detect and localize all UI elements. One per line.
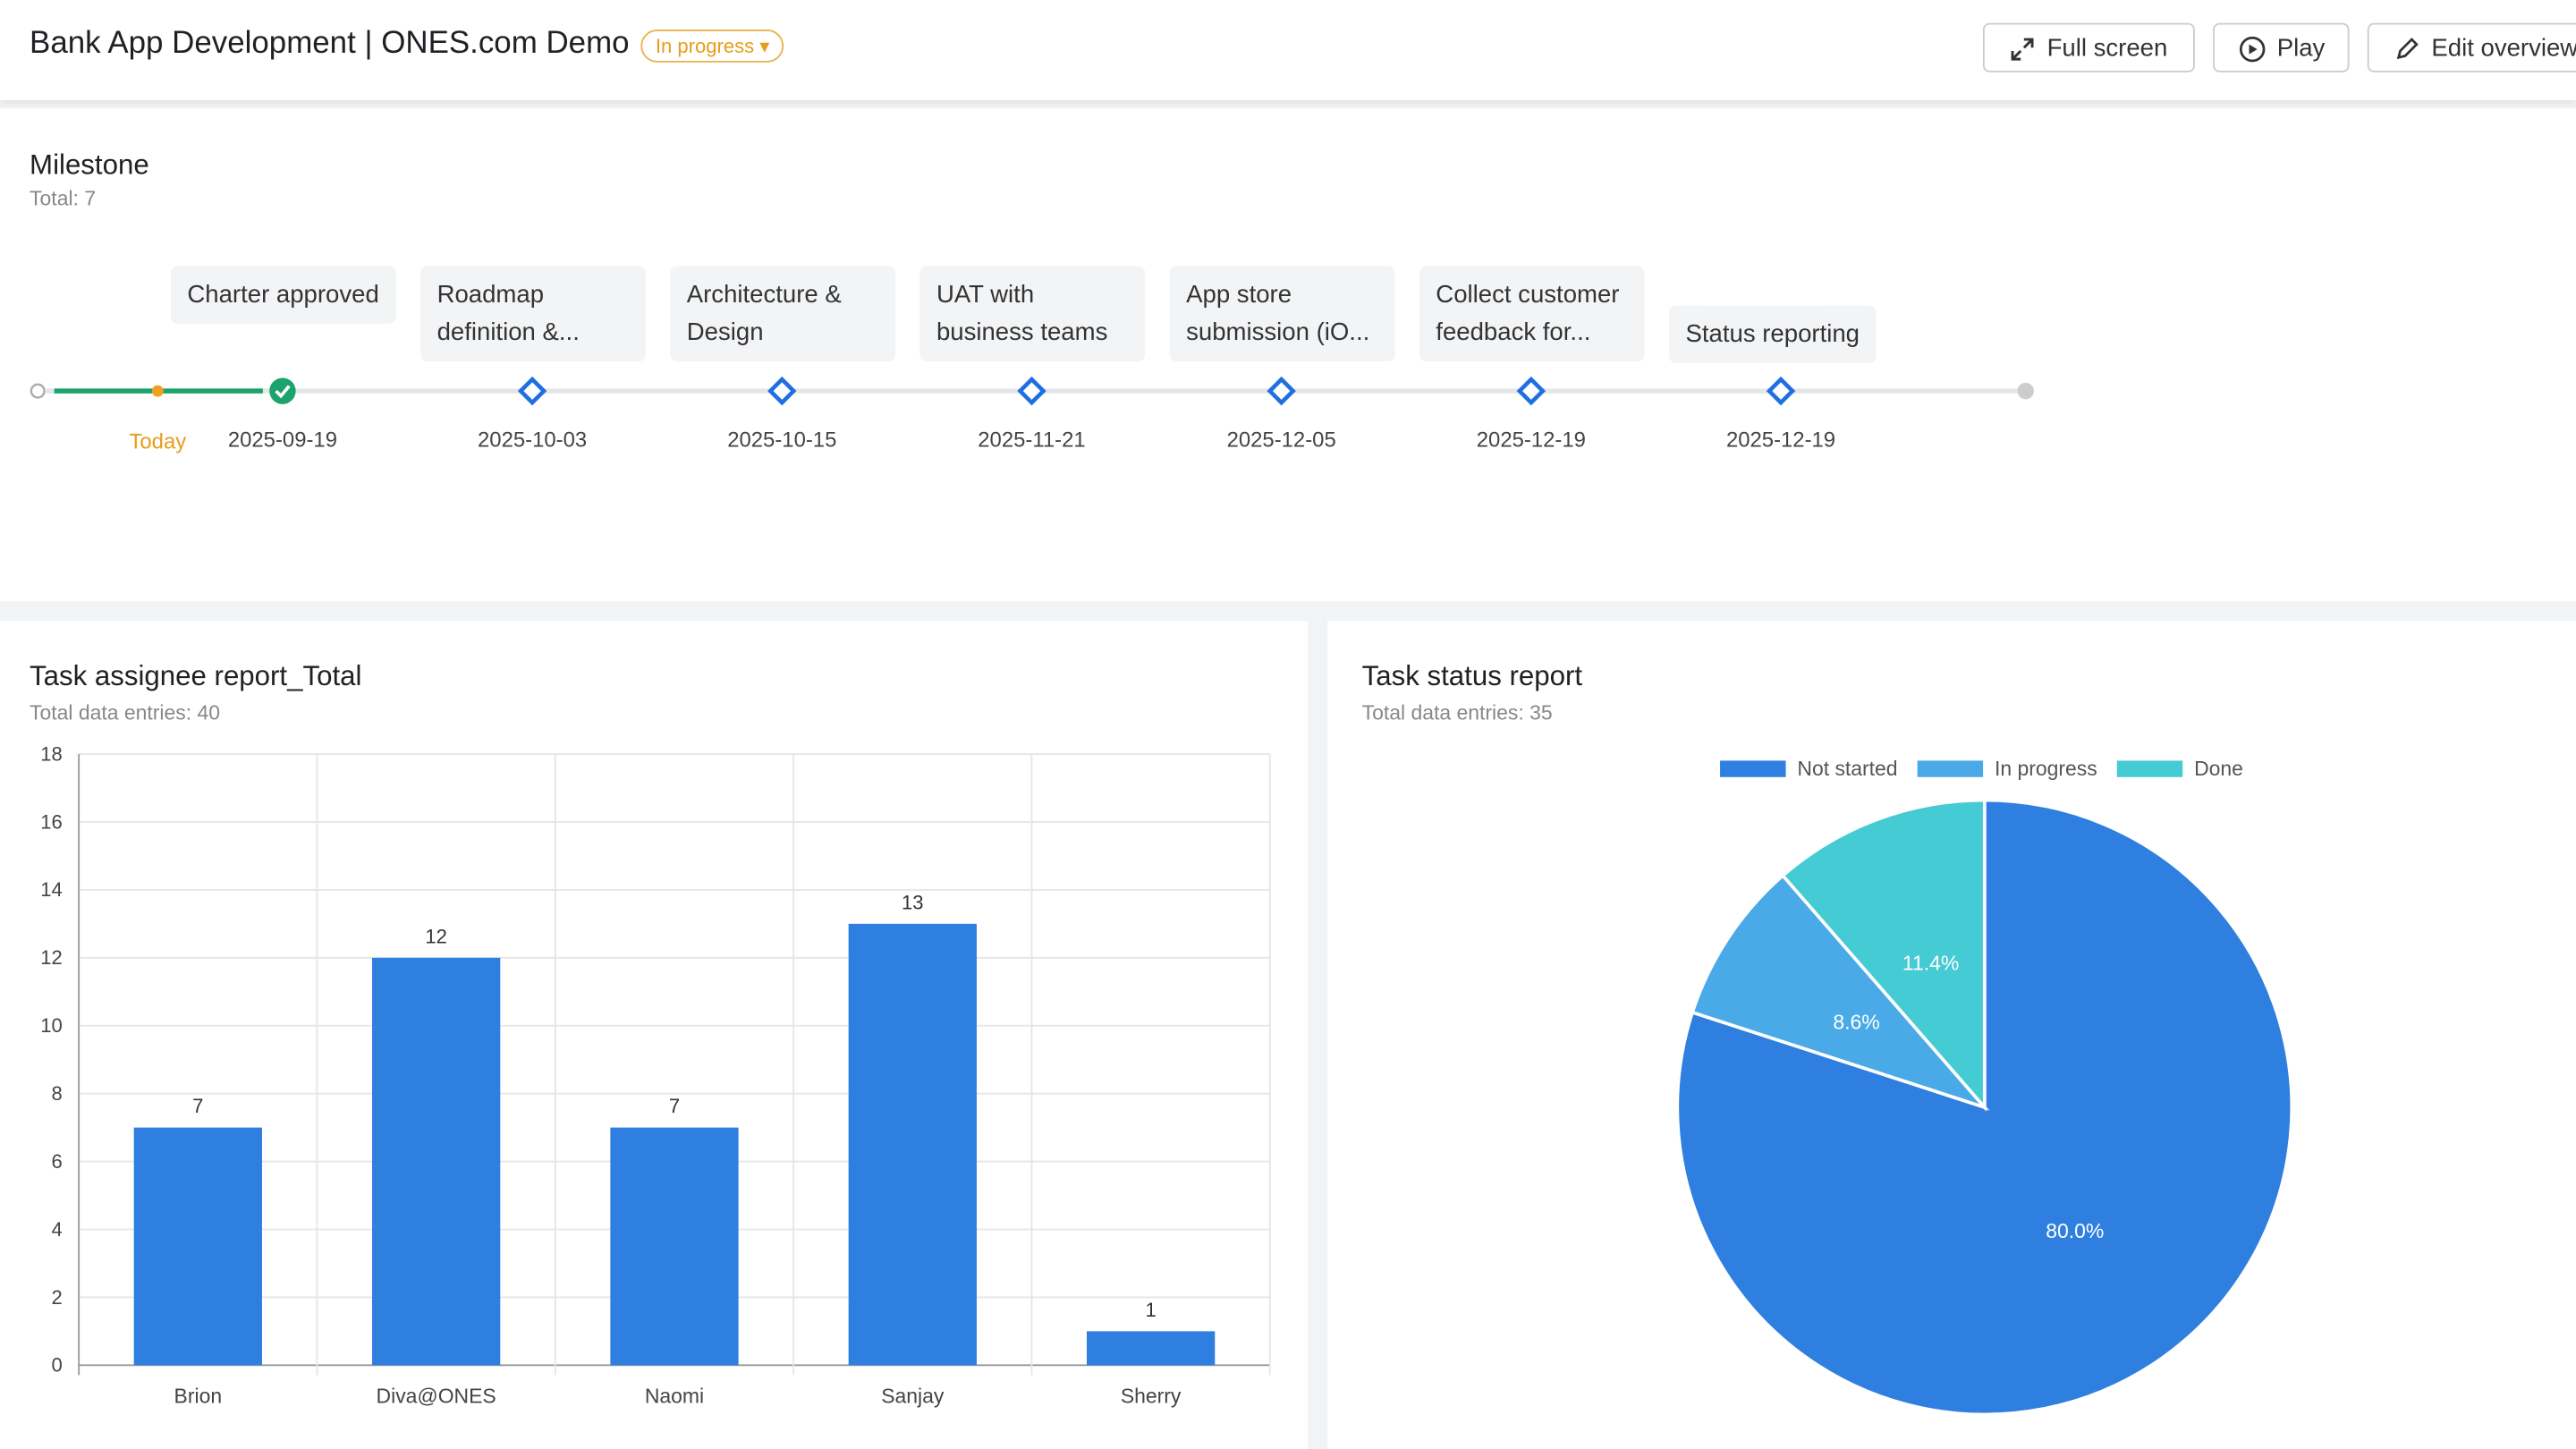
pie-card: Task status report Total data entries: 35… xyxy=(1327,621,2576,1449)
icon xyxy=(2396,38,2419,60)
bar xyxy=(610,1127,739,1366)
data-label: 12 xyxy=(425,925,447,947)
chart-subtitle: Total data entries: 35 xyxy=(1362,700,1553,724)
y-tick-label: 6 xyxy=(52,1150,63,1173)
milestone-date: 2025-12-19 xyxy=(1476,427,1586,453)
milestone-done xyxy=(269,377,296,404)
milestone-label: UAT with business teams xyxy=(919,266,1146,362)
chart-title: Task assignee report_Total xyxy=(30,660,361,691)
bar xyxy=(848,923,977,1366)
legend-label: Done xyxy=(2194,757,2243,780)
check xyxy=(275,385,291,399)
bar-chart: Task assignee report_Total Total data ent… xyxy=(30,660,1271,1408)
milestone-marker xyxy=(1267,376,1296,406)
timeline xyxy=(30,376,2034,406)
y-tick-label: 12 xyxy=(40,946,63,969)
slice-label: 11.4% xyxy=(1902,951,1959,974)
bar xyxy=(133,1127,262,1366)
y-tick-label: 16 xyxy=(40,810,63,833)
milestone-label: Collect customer feedback for... xyxy=(1419,266,1645,362)
milestone-date: 2025-10-03 xyxy=(478,427,588,453)
milestone-label: Charter approved xyxy=(171,266,396,324)
status-text: In progress xyxy=(655,34,755,58)
fullscreen-button[interactable]: Full screen xyxy=(1982,22,2195,72)
play-button[interactable]: Play xyxy=(2213,22,2350,72)
pie-slice xyxy=(1780,798,1987,1112)
data-label: 13 xyxy=(902,891,924,913)
milestone-marker xyxy=(1516,376,1546,406)
page-title: Bank App Development | ONES.com Demo xyxy=(30,26,630,61)
x-tick-label: Sanjay xyxy=(881,1385,945,1408)
data-label: 1 xyxy=(1146,1299,1157,1321)
y-tick-label: 18 xyxy=(40,742,63,765)
icon xyxy=(2011,38,2034,61)
x-tick-label: Sherry xyxy=(1121,1385,1182,1408)
milestone-date: 2025-11-21 xyxy=(978,427,1086,453)
data-label: 7 xyxy=(192,1095,203,1117)
pie-slice xyxy=(1690,873,1990,1111)
button-label: Edit overview xyxy=(2431,34,2576,63)
legend-label: In progress xyxy=(1995,757,2097,780)
status-badge[interactable]: In progress ▾ xyxy=(640,30,784,63)
button-label: Full screen xyxy=(2046,34,2168,63)
chart-title: Task status report xyxy=(1362,660,1583,691)
milestone-marker xyxy=(767,376,797,406)
section-title: Milestone xyxy=(30,149,149,182)
pie-chart: Task status report Total data entries: 35… xyxy=(1362,660,2294,1417)
today-label: Today xyxy=(129,428,187,453)
milestone-label: App store submission (iO... xyxy=(1169,266,1395,362)
milestone-label: Roadmap definition &... xyxy=(420,266,646,362)
x-tick-label: Brion xyxy=(174,1385,223,1408)
milestone-panel: Milestone Total: 7 Today Charter approve… xyxy=(0,108,2576,602)
milestone-marker xyxy=(1766,376,1796,406)
data-label: 7 xyxy=(669,1095,680,1117)
slice-label: 8.6% xyxy=(1833,1011,1879,1034)
bar xyxy=(1087,1331,1216,1366)
legend-swatch xyxy=(1917,760,1984,777)
milestone-marker xyxy=(1017,376,1046,406)
legend-swatch xyxy=(1720,760,1786,777)
edit-button[interactable]: Edit overview xyxy=(2367,22,2576,72)
slice-label: 80.0% xyxy=(2046,1219,2104,1242)
milestone-date: 2025-12-05 xyxy=(1226,427,1336,453)
y-tick-label: 8 xyxy=(52,1082,63,1105)
bar-card: Task assignee report_Total Total data ent… xyxy=(0,621,1309,1449)
milestone-marker xyxy=(517,376,547,406)
legend-swatch xyxy=(2116,760,2183,777)
section-subtitle: Total: 7 xyxy=(30,187,97,211)
button-label: Play xyxy=(2276,34,2326,63)
header: Bank App Development | ONES.com Demo In … xyxy=(0,0,2576,101)
y-tick-label: 4 xyxy=(52,1218,63,1241)
milestone-date: 2025-12-19 xyxy=(1725,427,1836,453)
icon xyxy=(2239,36,2266,63)
chart-subtitle: Total data entries: 40 xyxy=(30,700,220,724)
x-tick-label: Naomi xyxy=(645,1385,704,1408)
y-tick-label: 10 xyxy=(40,1014,63,1037)
y-tick-label: 14 xyxy=(40,878,63,901)
y-tick-label: 0 xyxy=(52,1354,63,1377)
milestone-label: Architecture & Design xyxy=(670,266,896,362)
milestone-label: Status reporting xyxy=(1669,305,1877,363)
bar xyxy=(372,957,501,1366)
x-tick-label: Diva@ONES xyxy=(377,1385,496,1408)
y-tick-label: 2 xyxy=(52,1286,63,1309)
legend-label: Not started xyxy=(1797,757,1897,780)
milestone-date: 2025-09-19 xyxy=(227,427,337,453)
milestone-date: 2025-10-15 xyxy=(727,427,837,453)
